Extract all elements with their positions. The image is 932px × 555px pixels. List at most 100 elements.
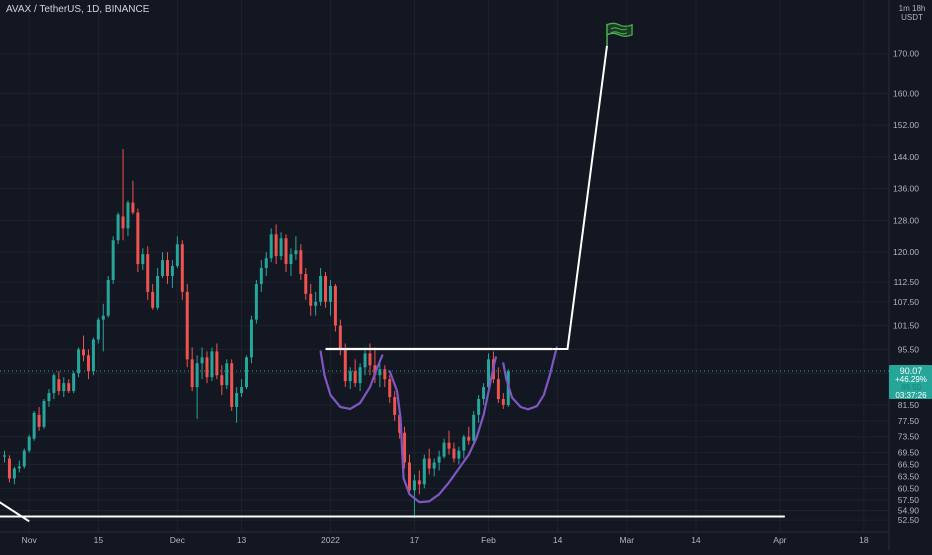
candle-up[interactable] [3, 455, 6, 457]
candle-up[interactable] [17, 466, 21, 469]
candle-down[interactable] [284, 238, 288, 265]
candle-up[interactable] [259, 268, 263, 284]
candle-down[interactable] [398, 414, 402, 433]
candle-up[interactable] [249, 319, 253, 358]
candle-down[interactable] [324, 275, 328, 302]
candle-down[interactable] [373, 365, 377, 376]
candle-up[interactable] [225, 363, 229, 386]
candle-up[interactable] [289, 254, 293, 265]
candle-down[interactable] [67, 383, 71, 392]
candle-down[interactable] [185, 291, 189, 360]
candle-up[interactable] [378, 369, 382, 376]
candle-up[interactable] [170, 266, 174, 276]
candle-up[interactable] [12, 468, 16, 479]
candle-down[interactable] [215, 351, 219, 376]
candle-down[interactable] [343, 349, 347, 382]
candle-up[interactable] [477, 399, 481, 415]
candle-down[interactable] [417, 480, 421, 485]
candle-down[interactable] [299, 250, 303, 275]
candle-up[interactable] [141, 254, 145, 265]
candle-down[interactable] [131, 202, 135, 213]
candle-down[interactable] [180, 244, 184, 292]
candle-up[interactable] [96, 319, 100, 340]
candle-up[interactable] [437, 456, 441, 463]
candle-down[interactable] [274, 234, 278, 257]
candle-up[interactable] [161, 260, 165, 276]
downtrend-line[interactable] [0, 499, 30, 523]
candle-down[interactable] [151, 291, 155, 308]
candle-down[interactable] [496, 379, 500, 400]
candle-down[interactable] [7, 458, 11, 479]
candle-up[interactable] [77, 349, 81, 374]
candle-up[interactable] [195, 363, 199, 388]
candle-down[interactable] [338, 325, 342, 350]
candle-up[interactable] [422, 458, 426, 485]
candle-up[interactable] [472, 414, 476, 441]
candle-up[interactable] [462, 436, 466, 451]
candle-down[interactable] [467, 436, 471, 441]
candle-down[interactable] [393, 397, 397, 415]
candle-down[interactable] [190, 359, 194, 388]
candle-down[interactable] [86, 355, 90, 372]
pattern-curve[interactable] [388, 356, 497, 504]
candle-up[interactable] [240, 387, 244, 394]
candle-up[interactable] [156, 275, 160, 308]
candle-up[interactable] [126, 202, 130, 229]
candle-down[interactable] [388, 379, 392, 398]
candle-down[interactable] [136, 212, 140, 265]
candle-up[interactable] [235, 393, 239, 407]
candle-up[interactable] [47, 393, 51, 402]
candle-down[interactable] [146, 254, 150, 292]
candle-up[interactable] [210, 351, 214, 378]
candle-up[interactable] [116, 214, 120, 241]
candle-down[interactable] [407, 462, 411, 491]
candle-up[interactable] [294, 250, 298, 255]
candle-up[interactable] [482, 387, 486, 400]
candle-down[interactable] [57, 379, 61, 392]
candle-up[interactable] [442, 442, 446, 457]
candle-up[interactable] [319, 275, 323, 302]
candle-up[interactable] [412, 480, 416, 491]
candle-up[interactable] [348, 371, 352, 382]
candle-up[interactable] [22, 450, 26, 467]
candle-up[interactable] [52, 375, 56, 394]
projection-line[interactable] [552, 45, 608, 350]
candle-down[interactable] [333, 285, 337, 326]
candle-up[interactable] [269, 234, 273, 259]
candle-up[interactable] [200, 357, 204, 364]
candle-up[interactable] [363, 353, 367, 368]
candle-up[interactable] [457, 450, 461, 459]
candle-down[interactable] [403, 432, 407, 463]
candle-up[interactable] [175, 244, 179, 267]
candle-up[interactable] [254, 283, 258, 320]
candle-up[interactable] [358, 367, 362, 384]
candle-down[interactable] [309, 293, 313, 306]
candle-down[interactable] [304, 274, 308, 294]
candle-up[interactable] [62, 383, 66, 392]
candle-down[interactable] [205, 357, 209, 378]
candle-up[interactable] [314, 301, 318, 306]
candle-down[interactable] [501, 399, 505, 405]
candle-down[interactable] [368, 353, 372, 366]
candle-up[interactable] [42, 401, 46, 427]
candle-up[interactable] [27, 436, 31, 451]
candle-up[interactable] [106, 279, 110, 316]
candle-down[interactable] [383, 369, 387, 380]
candle-down[interactable] [353, 371, 357, 384]
candle-down[interactable] [82, 349, 86, 356]
pattern-curve[interactable] [319, 350, 384, 410]
candle-down[interactable] [37, 414, 41, 427]
candle-up[interactable] [432, 462, 436, 469]
candle-down[interactable] [452, 448, 456, 459]
candle-up[interactable] [91, 339, 95, 372]
candle-up[interactable] [72, 373, 76, 392]
candle-down[interactable] [121, 216, 125, 229]
candle-up[interactable] [328, 285, 332, 302]
pattern-curve[interactable] [502, 346, 558, 411]
candle-up[interactable] [245, 357, 249, 388]
candle-up[interactable] [32, 412, 36, 439]
candle-down[interactable] [220, 375, 224, 386]
candle-up[interactable] [264, 258, 268, 269]
